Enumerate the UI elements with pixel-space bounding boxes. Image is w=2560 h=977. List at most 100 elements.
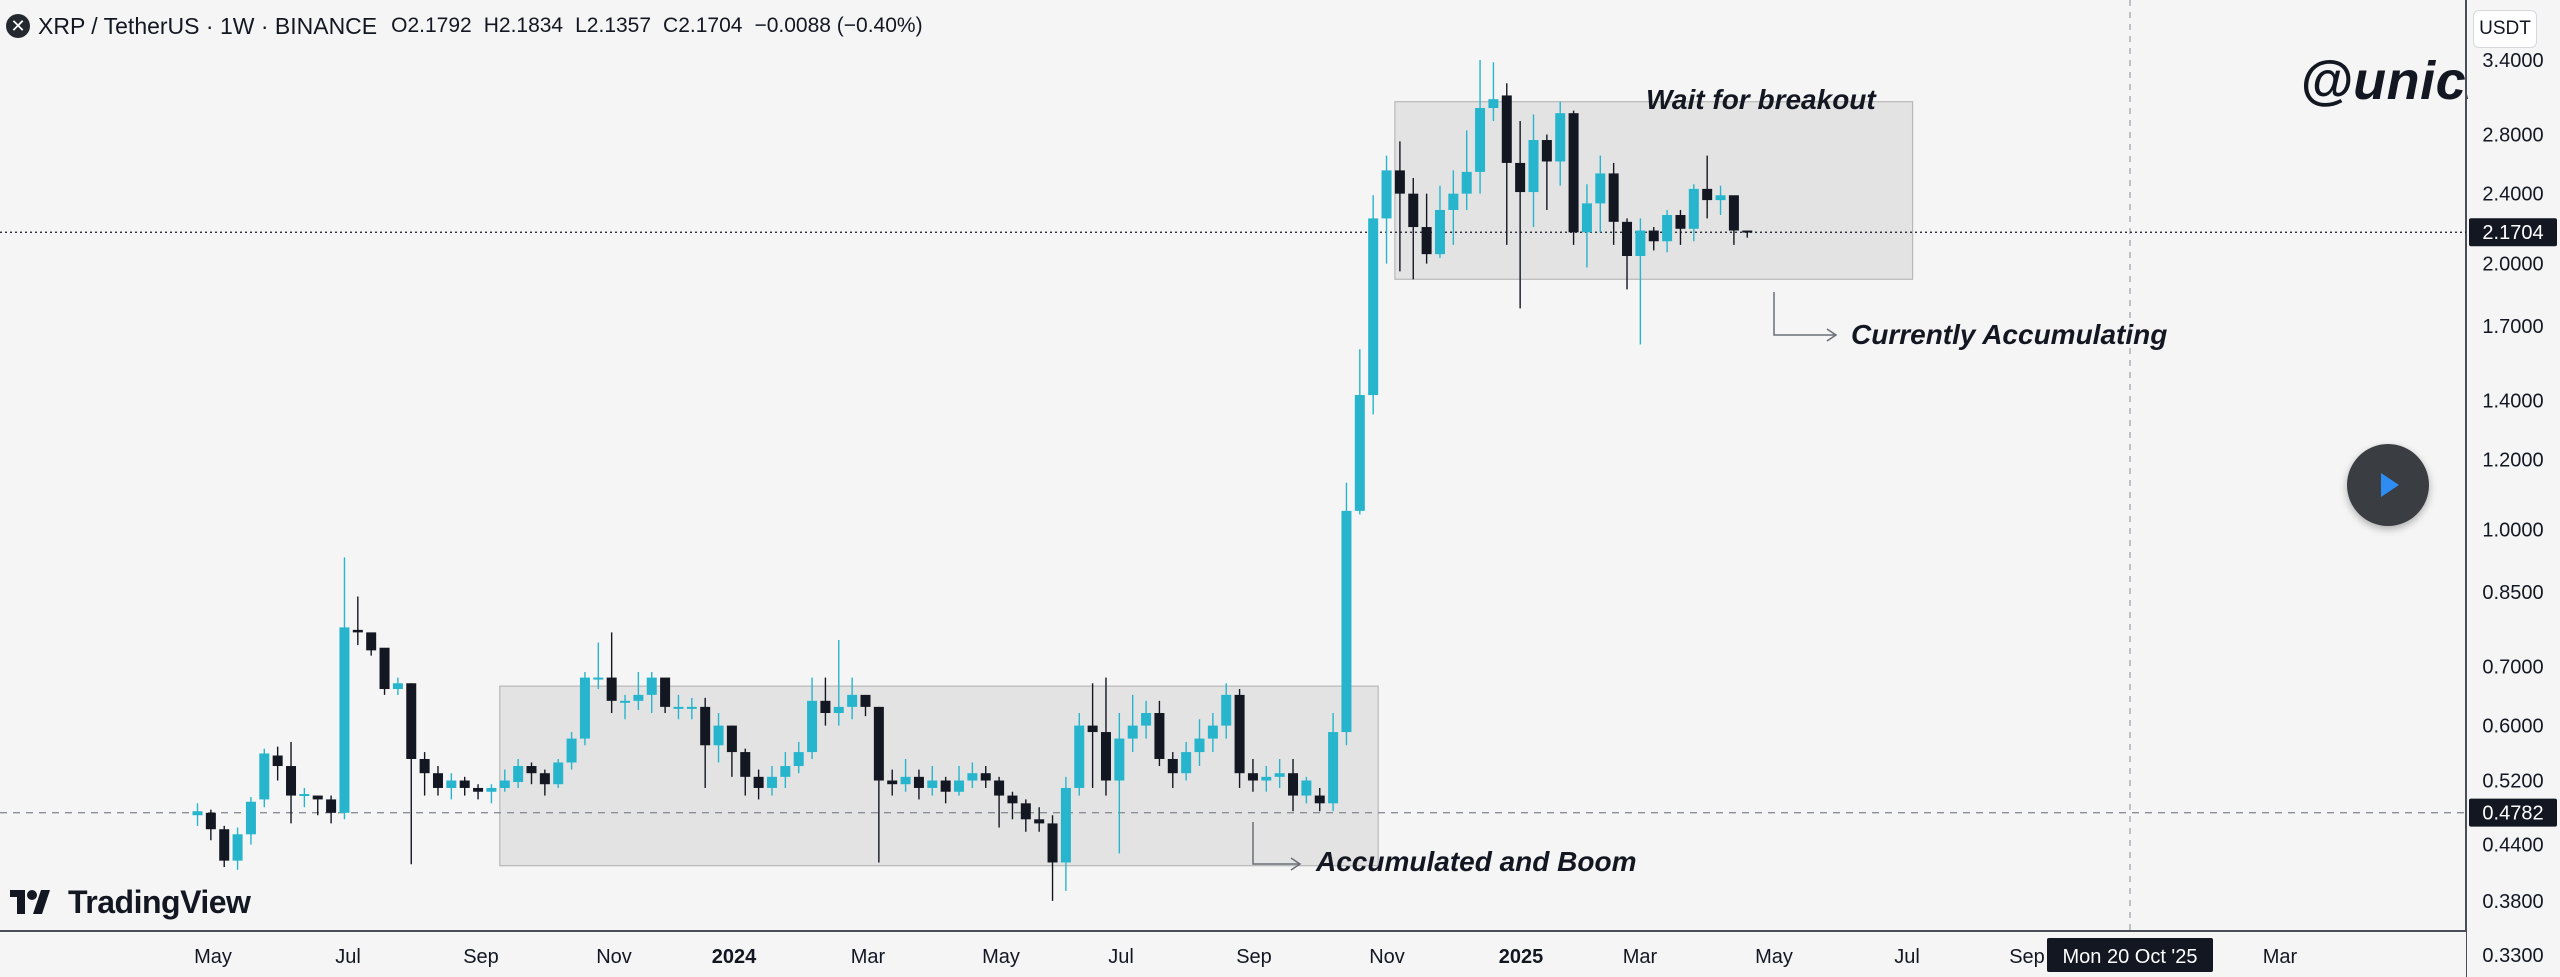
candle[interactable] [994, 776, 1005, 828]
candle[interactable] [406, 683, 417, 865]
candle[interactable] [299, 787, 310, 808]
candle[interactable] [513, 758, 524, 788]
annotation-accumulated-and-boom[interactable]: Accumulated and Boom [1316, 846, 1637, 877]
annotation-wait-for-breakout[interactable]: Wait for breakout [1646, 84, 1876, 115]
candle[interactable] [1541, 134, 1552, 210]
candle[interactable] [1461, 130, 1472, 210]
candle[interactable] [1648, 227, 1659, 251]
candle[interactable] [1020, 799, 1031, 832]
candle[interactable] [900, 758, 911, 792]
candle[interactable] [312, 795, 323, 816]
candle[interactable] [1167, 752, 1178, 788]
candle[interactable] [887, 769, 898, 796]
candle[interactable] [593, 642, 604, 690]
candle[interactable] [1635, 218, 1646, 345]
candle[interactable] [1662, 209, 1673, 253]
candle[interactable] [1622, 218, 1633, 290]
candle[interactable] [686, 697, 697, 720]
candle[interactable] [419, 752, 430, 796]
candle[interactable] [1060, 776, 1071, 891]
candle[interactable] [766, 766, 777, 796]
candle[interactable] [446, 773, 457, 800]
candle[interactable] [1221, 683, 1232, 739]
candle[interactable] [820, 677, 831, 726]
candle[interactable] [326, 795, 337, 824]
candle[interactable] [1488, 62, 1499, 122]
candle[interactable] [272, 746, 283, 781]
candle[interactable] [1234, 689, 1245, 788]
candle[interactable] [352, 596, 363, 646]
candle[interactable] [1742, 230, 1753, 238]
candle[interactable] [1568, 110, 1579, 245]
candle[interactable] [673, 694, 684, 720]
candle[interactable] [646, 671, 657, 714]
candle[interactable] [526, 762, 537, 785]
candle[interactable] [1434, 185, 1445, 258]
candle[interactable] [579, 671, 590, 746]
candle[interactable] [1341, 482, 1352, 746]
consolidation-range-2025-box[interactable] [1394, 101, 1914, 280]
candle[interactable] [1528, 114, 1539, 228]
candle[interactable] [1047, 815, 1058, 901]
candle[interactable] [860, 694, 871, 717]
candle[interactable] [1301, 776, 1312, 804]
candle[interactable] [1608, 162, 1619, 245]
candle[interactable] [1368, 195, 1379, 415]
symbol-title[interactable]: XRP / TetherUS · 1W · BINANCE [38, 12, 378, 39]
candle[interactable] [192, 803, 203, 826]
candle[interactable] [1207, 713, 1218, 753]
candle[interactable] [726, 725, 737, 777]
candle[interactable] [1074, 713, 1085, 796]
candle[interactable] [1595, 155, 1606, 233]
candle[interactable] [286, 741, 297, 824]
candle[interactable] [1034, 807, 1045, 832]
candle[interactable] [1688, 184, 1699, 242]
candle[interactable] [753, 769, 764, 800]
candle[interactable] [940, 776, 951, 804]
candle[interactable] [1314, 787, 1325, 812]
candle[interactable] [205, 809, 216, 841]
accumulation-range-2023-2024-box[interactable] [499, 685, 1379, 867]
candle[interactable] [1581, 184, 1592, 268]
candle[interactable] [967, 762, 978, 788]
candle[interactable] [1702, 155, 1713, 219]
candle[interactable] [1087, 683, 1098, 788]
candle[interactable] [927, 766, 938, 796]
candle[interactable] [219, 825, 230, 868]
candle[interactable] [1728, 195, 1739, 245]
candle[interactable] [232, 827, 243, 870]
candle[interactable] [339, 557, 350, 820]
candle[interactable] [1715, 185, 1726, 216]
candle[interactable] [1381, 155, 1392, 264]
candle[interactable] [379, 647, 390, 695]
candle[interactable] [833, 639, 844, 726]
candle[interactable] [1261, 766, 1272, 792]
candle[interactable] [459, 776, 470, 796]
candle[interactable] [620, 694, 631, 720]
candle[interactable] [486, 784, 497, 804]
candle[interactable] [1448, 170, 1459, 245]
candle[interactable] [392, 677, 403, 695]
candle[interactable] [1515, 121, 1526, 309]
candle[interactable] [606, 632, 617, 714]
candle[interactable] [1394, 141, 1405, 272]
candle[interactable] [1501, 83, 1512, 245]
candle[interactable] [1114, 713, 1125, 854]
candle[interactable] [740, 748, 751, 796]
candle[interactable] [847, 677, 858, 720]
candle[interactable] [539, 769, 550, 796]
candle[interactable] [873, 706, 884, 863]
price-axis[interactable] [2466, 0, 2560, 977]
candle[interactable] [1100, 677, 1111, 796]
play-button[interactable] [2347, 444, 2429, 526]
candle[interactable] [473, 784, 484, 800]
candle[interactable] [1354, 349, 1365, 515]
arrow-accumulated-and-boom[interactable] [1252, 822, 1302, 871]
candle[interactable] [1328, 713, 1339, 812]
candle[interactable] [1408, 177, 1419, 280]
candle[interactable] [1274, 758, 1285, 788]
candle[interactable] [432, 766, 443, 796]
candle[interactable] [1127, 694, 1138, 753]
candle[interactable] [980, 766, 991, 788]
